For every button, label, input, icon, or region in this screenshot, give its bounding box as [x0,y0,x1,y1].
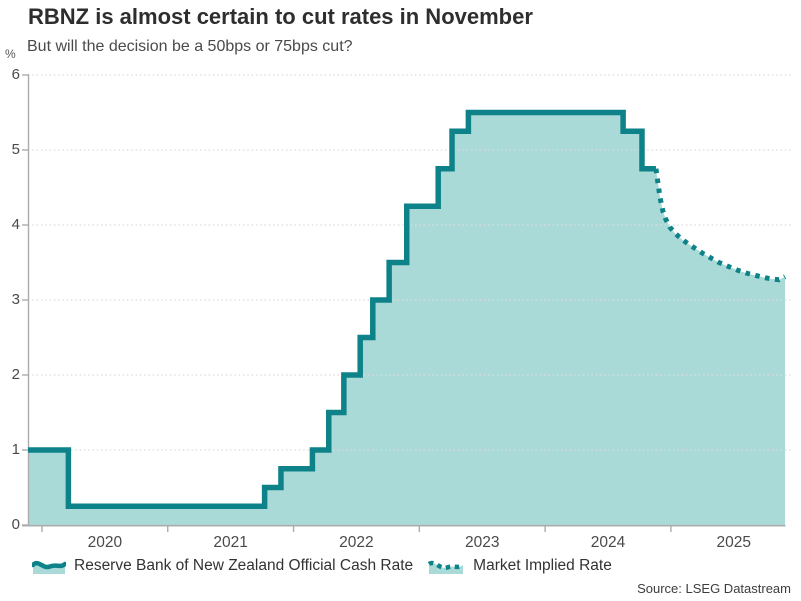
y-axis-label: 5 [11,141,20,158]
x-axis-label: 2021 [213,534,248,551]
x-axis-label: 2024 [590,534,626,551]
page-subtitle: But will the decision be a 50bps or 75bp… [27,38,353,55]
x-axis-label: 2025 [716,534,752,551]
page-title: RBNZ is almost certain to cut rates in N… [28,4,533,29]
official-cash-rate-line [28,109,656,509]
area-line-icon [32,560,66,574]
y-axis-unit-label: % [5,47,16,61]
legend: Reserve Bank of New Zealand Official Cas… [32,555,612,577]
y-axis-label: 0 [11,516,20,533]
y-axis-label: 6 [11,66,20,83]
legend-label-ocr: Reserve Bank of New Zealand Official Cas… [74,557,414,574]
dotted-line-icon [427,560,465,574]
y-axis-label: 1 [11,441,20,458]
area-fill [28,112,785,525]
legend-label-implied: Market Implied Rate [473,557,612,574]
y-axis-label: 3 [11,291,20,308]
y-axis-label: 2 [11,366,20,383]
x-axis-label: 2023 [464,534,500,551]
y-axis-label: 4 [11,216,20,233]
market-implied-rate-line [653,168,787,283]
x-axis-label: 2020 [87,534,123,551]
x-axis-label: 2022 [339,534,374,551]
source-credit: Source: LSEG Datastream [637,581,791,596]
